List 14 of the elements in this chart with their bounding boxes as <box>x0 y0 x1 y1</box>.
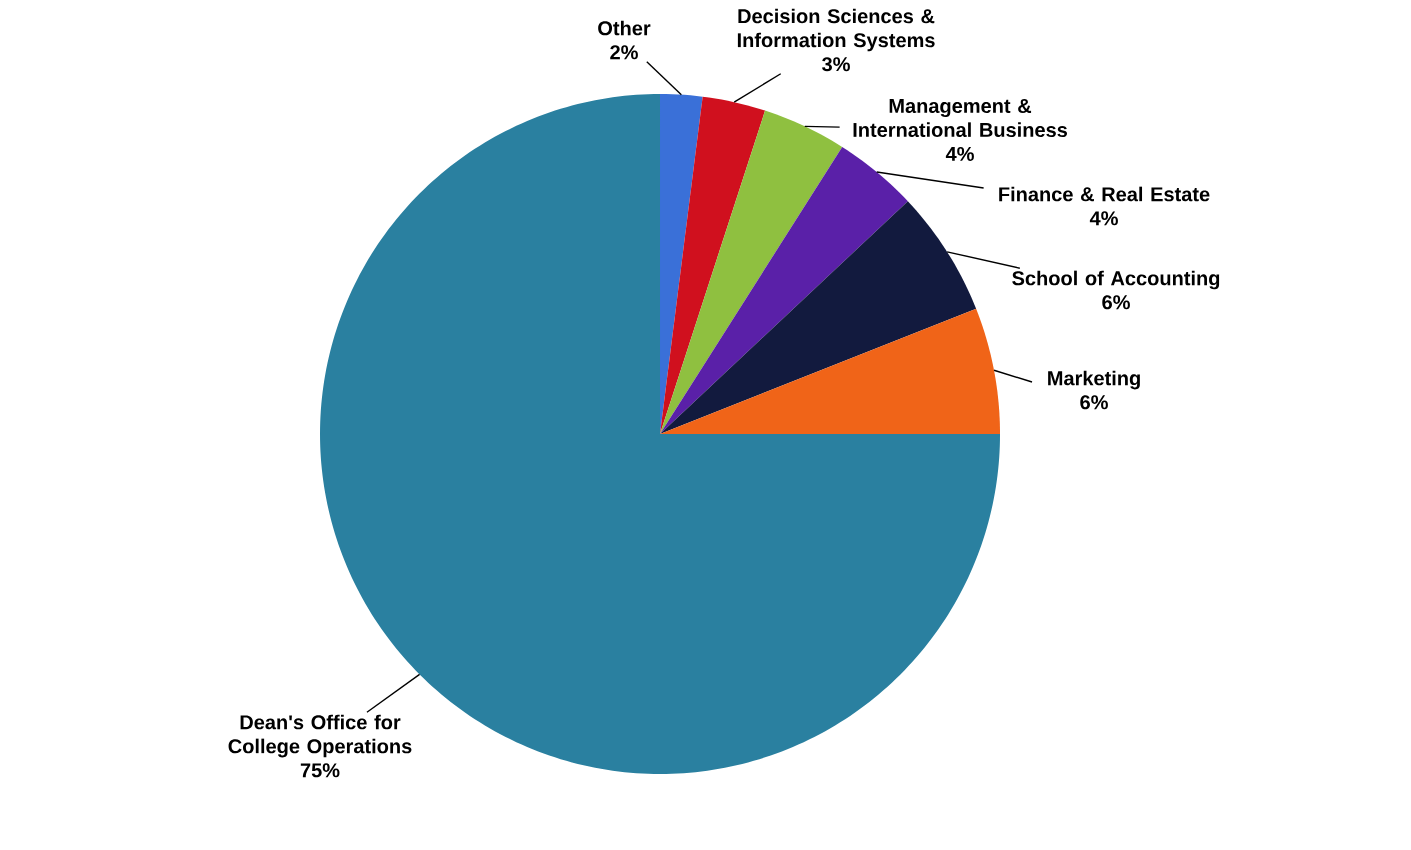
data-label: 4% <box>945 146 974 161</box>
data-label: 75% <box>300 763 340 778</box>
data-label: 3% <box>822 57 850 72</box>
data-label: 6% <box>1080 395 1108 410</box>
slice-label: Management & International Business <box>853 99 1068 138</box>
slice-label: Finance & Real Estate <box>999 186 1210 202</box>
data-label: 4% <box>1089 211 1118 226</box>
slice-label: School of Accounting <box>1012 270 1220 290</box>
slice-label: Marketing <box>1048 370 1140 390</box>
slice-label: Decision Sciences & Information Systems <box>737 8 935 52</box>
slice-label: Other <box>598 20 651 36</box>
slice-label: Dean's Office for College Operations <box>228 714 412 758</box>
data-label: 6% <box>1102 295 1130 310</box>
data-label: 2% <box>610 45 638 60</box>
